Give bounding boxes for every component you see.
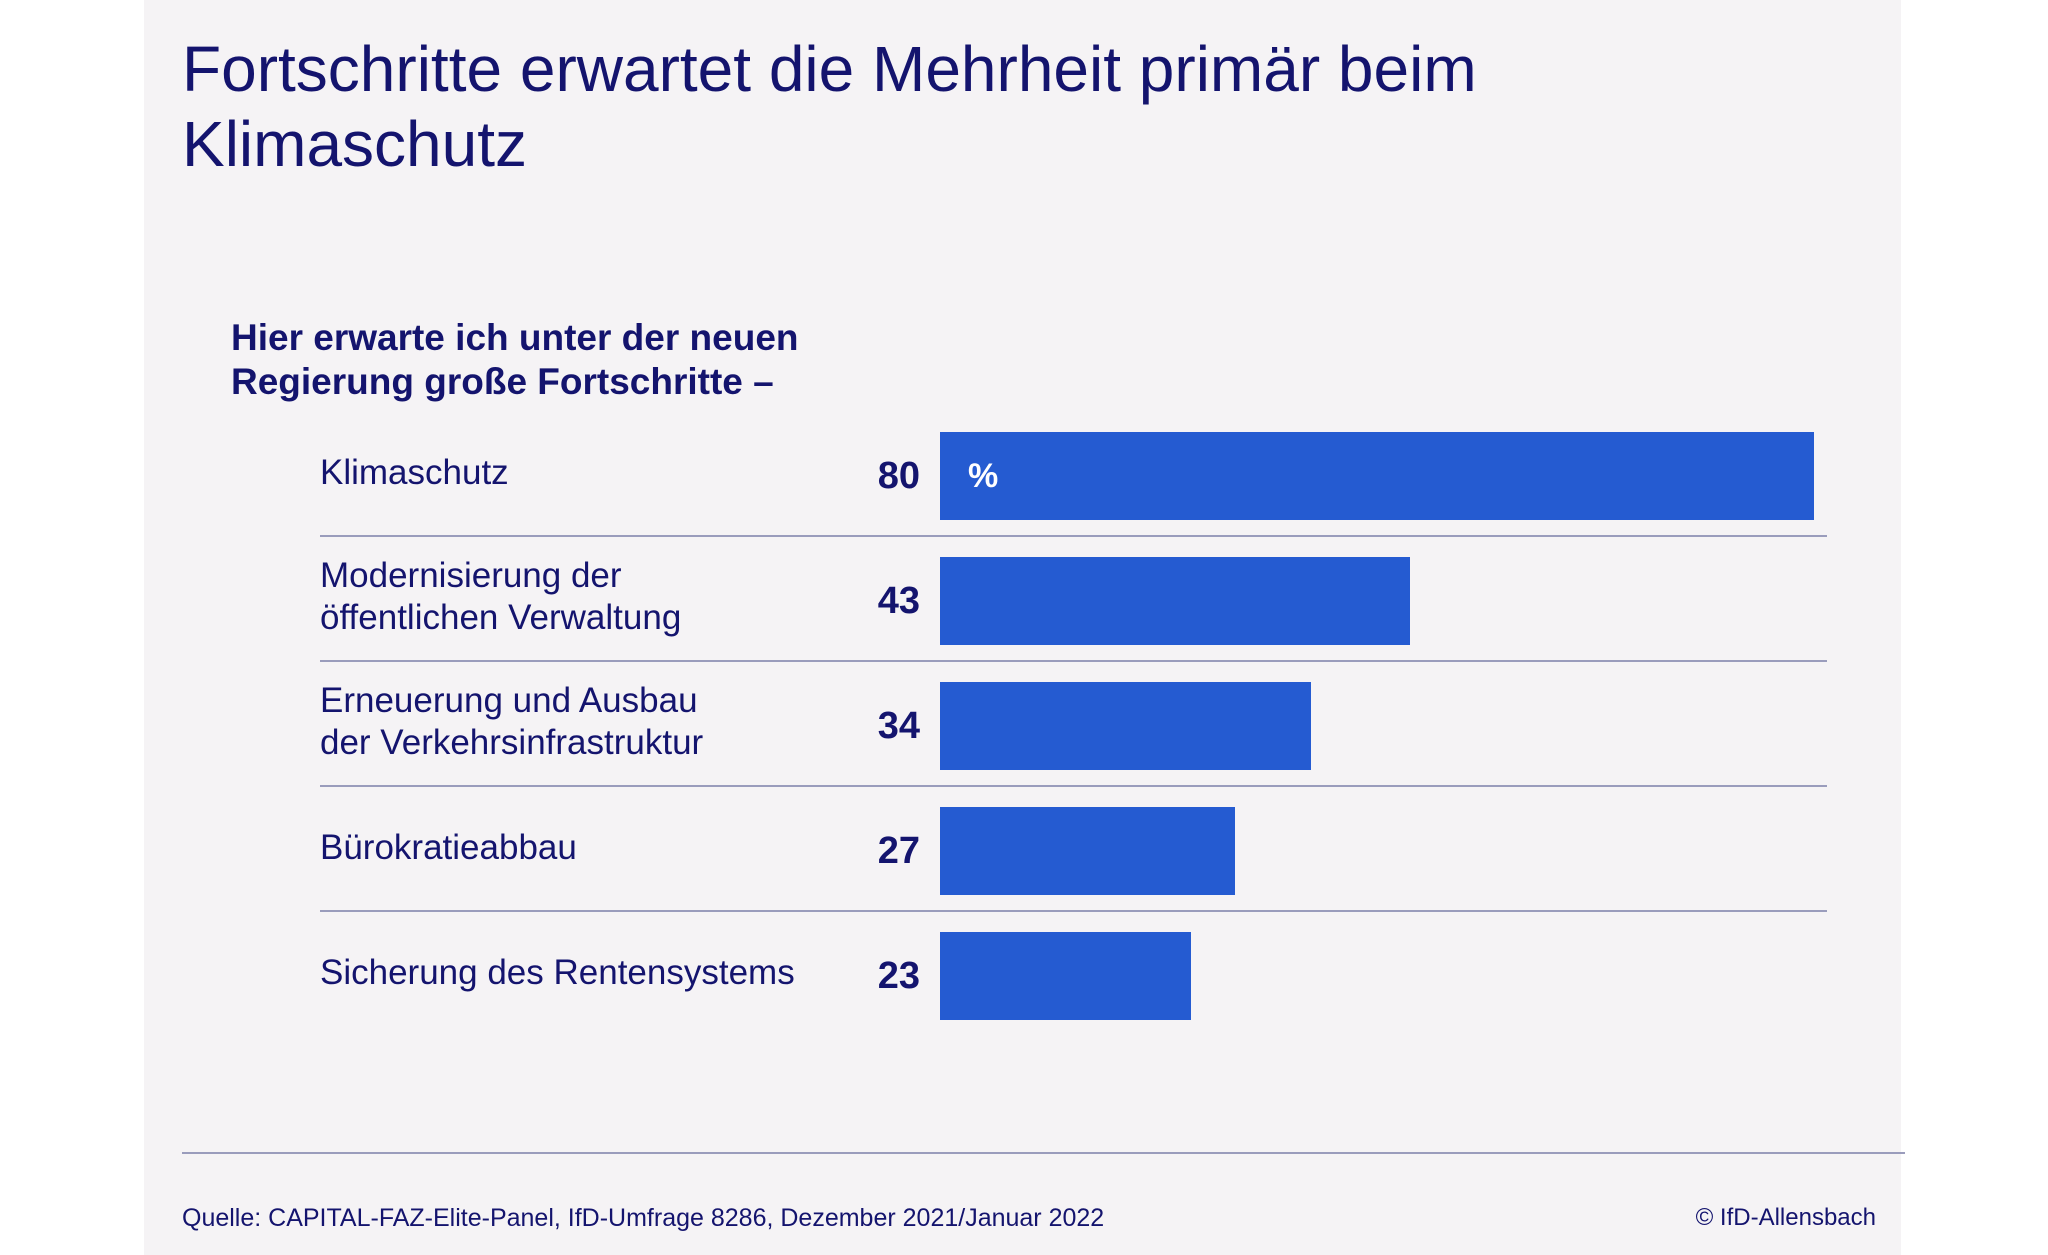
footer-divider xyxy=(182,1152,1905,1154)
bar xyxy=(940,807,1235,895)
category-label: Bürokratieabbau xyxy=(320,827,577,869)
bar xyxy=(940,557,1410,645)
value-label: 27 xyxy=(877,830,920,872)
value-label: 43 xyxy=(877,580,920,622)
category-label-line: Erneuerung und Ausbau xyxy=(320,681,698,720)
category-label: Erneuerung und Ausbau der Verkehrsinfrast… xyxy=(320,680,703,764)
bar xyxy=(940,932,1191,1020)
row-divider xyxy=(320,535,1827,537)
bar xyxy=(940,432,1814,520)
bar xyxy=(940,682,1311,770)
chart-subtitle: Hier erwarte ich unter der neuen Regieru… xyxy=(231,317,799,402)
category-label-line: Bürokratieabbau xyxy=(320,828,577,867)
unit-label: % xyxy=(968,457,999,495)
copyright-note: © IfD-Allensbach xyxy=(1695,1204,1876,1231)
category-label-line: Sicherung des Rentensystems xyxy=(320,953,795,992)
category-label-line: Modernisierung der xyxy=(320,556,622,595)
row-divider xyxy=(320,910,1827,912)
category-label: Klimaschutz xyxy=(320,452,509,494)
category-label-line: der Verkehrsinfrastruktur xyxy=(320,723,704,762)
value-label: 80 xyxy=(877,455,920,497)
source-note: Quelle: CAPITAL-FAZ-Elite-Panel, IfD-Umf… xyxy=(182,1204,1105,1232)
row-divider xyxy=(320,785,1827,787)
row-divider xyxy=(320,660,1827,662)
category-label-line: Klimaschutz xyxy=(320,453,509,492)
category-label-line: öffentlichen Verwaltung xyxy=(320,598,682,637)
chart-title: Fortschritte erwartet die Mehrheit primä… xyxy=(182,33,1477,180)
category-label: Modernisierung der öffentlichen Verwaltun… xyxy=(320,555,681,639)
value-label: 34 xyxy=(877,705,920,747)
category-label: Sicherung des Rentensystems xyxy=(320,952,795,994)
value-label: 23 xyxy=(877,955,920,997)
